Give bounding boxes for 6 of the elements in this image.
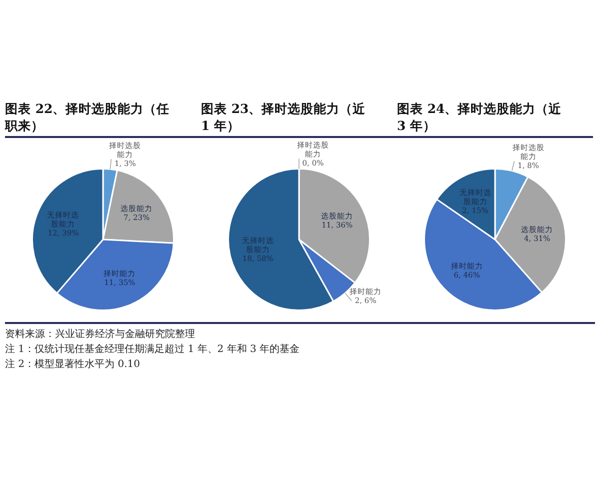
text: 资料来源：兴业证券经济与金融研究院整理 [5, 328, 196, 342]
chart-title: 图表 22、择时选股能力（任职来） [5, 100, 201, 138]
text: 注 1：仅统计现任基金经理任期满足超过 1 年、2 年和 3 年的基金 [5, 342, 301, 357]
chart-title: 图表 24、择时选股能力（近 3 年） [397, 100, 593, 138]
text: 注 2：模型显著性水平为 0.10 [5, 358, 141, 372]
chart-title: 图表 23、择时选股能力（近 1 年） [201, 100, 397, 138]
